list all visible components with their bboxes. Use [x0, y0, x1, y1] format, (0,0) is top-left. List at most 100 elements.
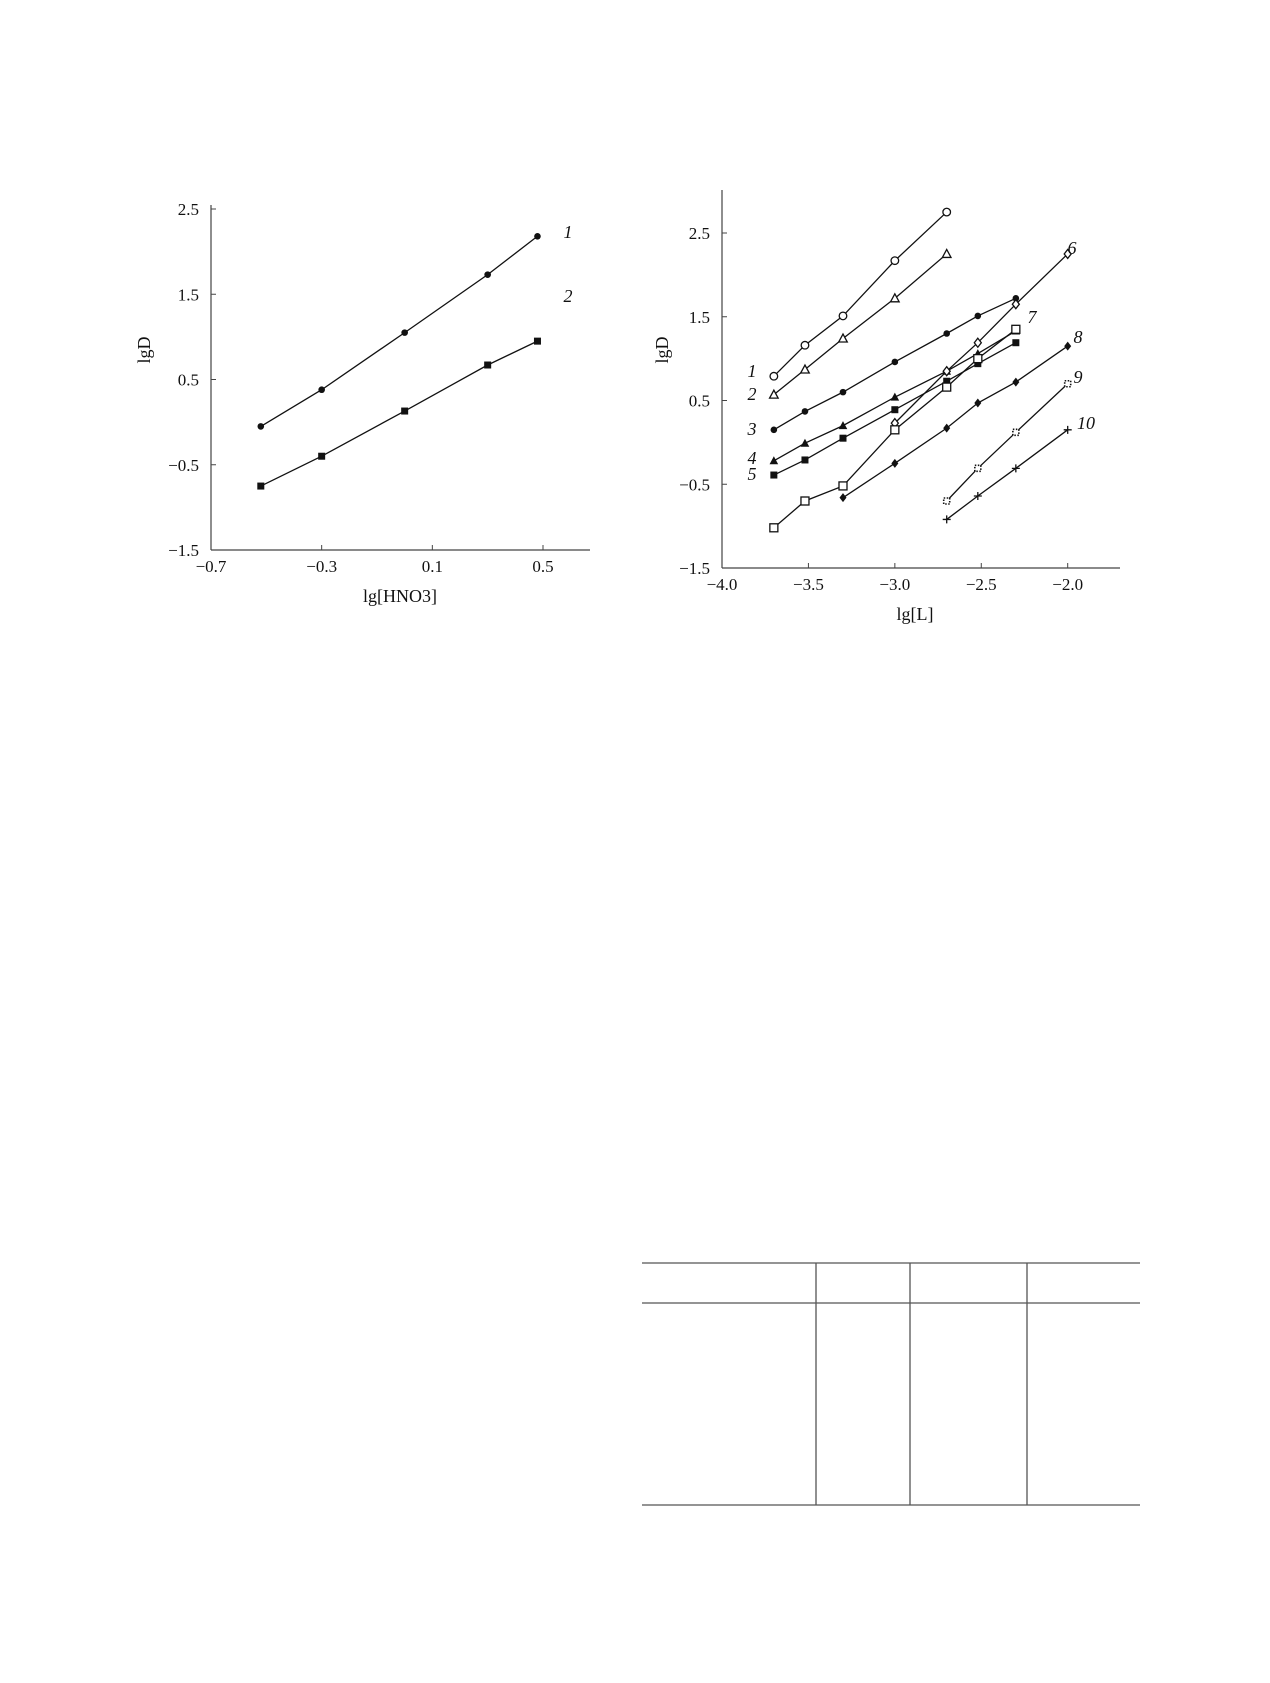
series-line: [842, 345, 1069, 499]
chart-right: lg[L] lgD −4.0 −3.5 −3.0 −2.5 −2.0 2.5 1.5 0.5 −…: [652, 190, 1120, 624]
x-tick-label: −2.5: [966, 575, 997, 594]
series-label: 1: [564, 222, 573, 242]
empty-table: [642, 1262, 1140, 1506]
point-dotted-square: [942, 497, 951, 505]
point-open-circle: [838, 311, 848, 321]
point-filled-diamond: [943, 423, 951, 433]
point-open-circle: [890, 256, 900, 266]
point-filled-square: [974, 360, 982, 368]
point-filled-square: [1012, 339, 1020, 347]
point-filled-square: [839, 434, 847, 442]
point-filled-square: [891, 406, 899, 414]
point-filled-circle: [534, 232, 541, 240]
series-10: 10: [942, 413, 1095, 524]
series-label: 8: [1074, 327, 1083, 347]
point-filled-square: [801, 456, 809, 464]
point-filled-triangle: [800, 438, 810, 447]
y-tick-label: 0.5: [178, 371, 199, 390]
point-open-circle: [769, 371, 779, 381]
point-open-circle: [800, 340, 810, 350]
series-9: 9: [942, 367, 1083, 505]
point-filled-circle: [484, 271, 491, 278]
series-1: 1: [257, 222, 573, 430]
point-filled-square: [484, 361, 492, 369]
series-5: 5: [748, 339, 1020, 484]
point-filled-circle: [891, 358, 899, 366]
point-filled-triangle: [769, 456, 779, 465]
point-filled-circle: [1012, 295, 1020, 302]
point-open-square: [769, 523, 779, 533]
point-open-square: [890, 425, 900, 435]
series-label: 5: [748, 464, 757, 484]
x-tick-label: −3.5: [793, 575, 824, 594]
series-label: 4: [748, 448, 757, 468]
x-tick-label: 0.1: [422, 557, 443, 576]
series-label: 7: [1028, 307, 1038, 327]
series-8: 8: [839, 327, 1083, 503]
series-1: 1: [748, 207, 952, 381]
series-line: [260, 235, 538, 427]
x-axis-label: lg[L]: [897, 604, 934, 624]
point-filled-triangle: [838, 421, 848, 430]
x-tick-label: −3.0: [879, 575, 910, 594]
x-tick-label: −0.3: [306, 557, 337, 576]
point-open-circle: [942, 207, 952, 217]
y-tick-label: −1.5: [679, 559, 710, 578]
series-label: 2: [564, 286, 573, 306]
point-filled-circle: [943, 330, 951, 337]
y-tick-label: 2.5: [689, 224, 710, 243]
series-line: [773, 211, 948, 377]
point-open-square: [942, 382, 952, 392]
point-filled-square: [318, 452, 326, 460]
point-filled-circle: [839, 388, 847, 396]
point-filled-square: [770, 471, 778, 479]
y-tick-label: −0.5: [168, 456, 199, 475]
point-filled-square: [943, 377, 951, 385]
series-line: [260, 340, 538, 487]
point-plus: [1063, 425, 1072, 434]
point-filled-circle: [257, 423, 265, 430]
point-filled-square: [257, 482, 265, 490]
point-open-triangle: [799, 363, 811, 374]
y-axis-label: lgD: [652, 336, 672, 363]
point-filled-diamond: [891, 458, 899, 468]
series-line: [946, 429, 1069, 520]
point-filled-square: [401, 407, 409, 415]
y-tick-label: 1.5: [178, 285, 199, 304]
series-2: 2: [257, 286, 573, 490]
y-tick-label: 2.5: [178, 200, 199, 219]
point-open-triangle: [837, 332, 849, 343]
series-label: 6: [1068, 238, 1077, 258]
point-filled-square: [533, 337, 541, 345]
point-plus: [973, 491, 982, 500]
point-filled-circle: [318, 386, 325, 394]
x-axis-label: lg[HNO3]: [363, 586, 437, 606]
x-tick-label: −2.0: [1052, 575, 1083, 594]
point-plus: [1011, 464, 1020, 473]
point-filled-circle: [401, 329, 408, 336]
point-open-triangle: [768, 388, 780, 399]
point-dotted-square: [974, 464, 982, 473]
point-dotted-square: [1012, 428, 1020, 437]
point-filled-circle: [801, 408, 809, 415]
point-open-square: [1011, 324, 1021, 334]
point-open-diamond: [942, 365, 952, 377]
series-4: 4: [748, 326, 1021, 468]
point-filled-diamond: [1012, 377, 1020, 387]
point-open-diamond: [1063, 248, 1073, 260]
y-tick-label: 0.5: [689, 392, 710, 411]
series-2: 2: [748, 248, 953, 404]
x-tick-label: −4.0: [707, 575, 738, 594]
point-open-square: [973, 353, 983, 364]
point-filled-diamond: [839, 493, 847, 503]
point-open-triangle: [889, 292, 901, 303]
y-axis-label: lgD: [134, 336, 154, 363]
series-line: [894, 253, 1069, 424]
series-7: 7: [769, 307, 1038, 533]
x-tick-label: −0.7: [196, 557, 227, 576]
series-3: 3: [747, 295, 1020, 439]
series-label: 1: [748, 361, 757, 381]
y-tick-label: −1.5: [168, 541, 199, 560]
